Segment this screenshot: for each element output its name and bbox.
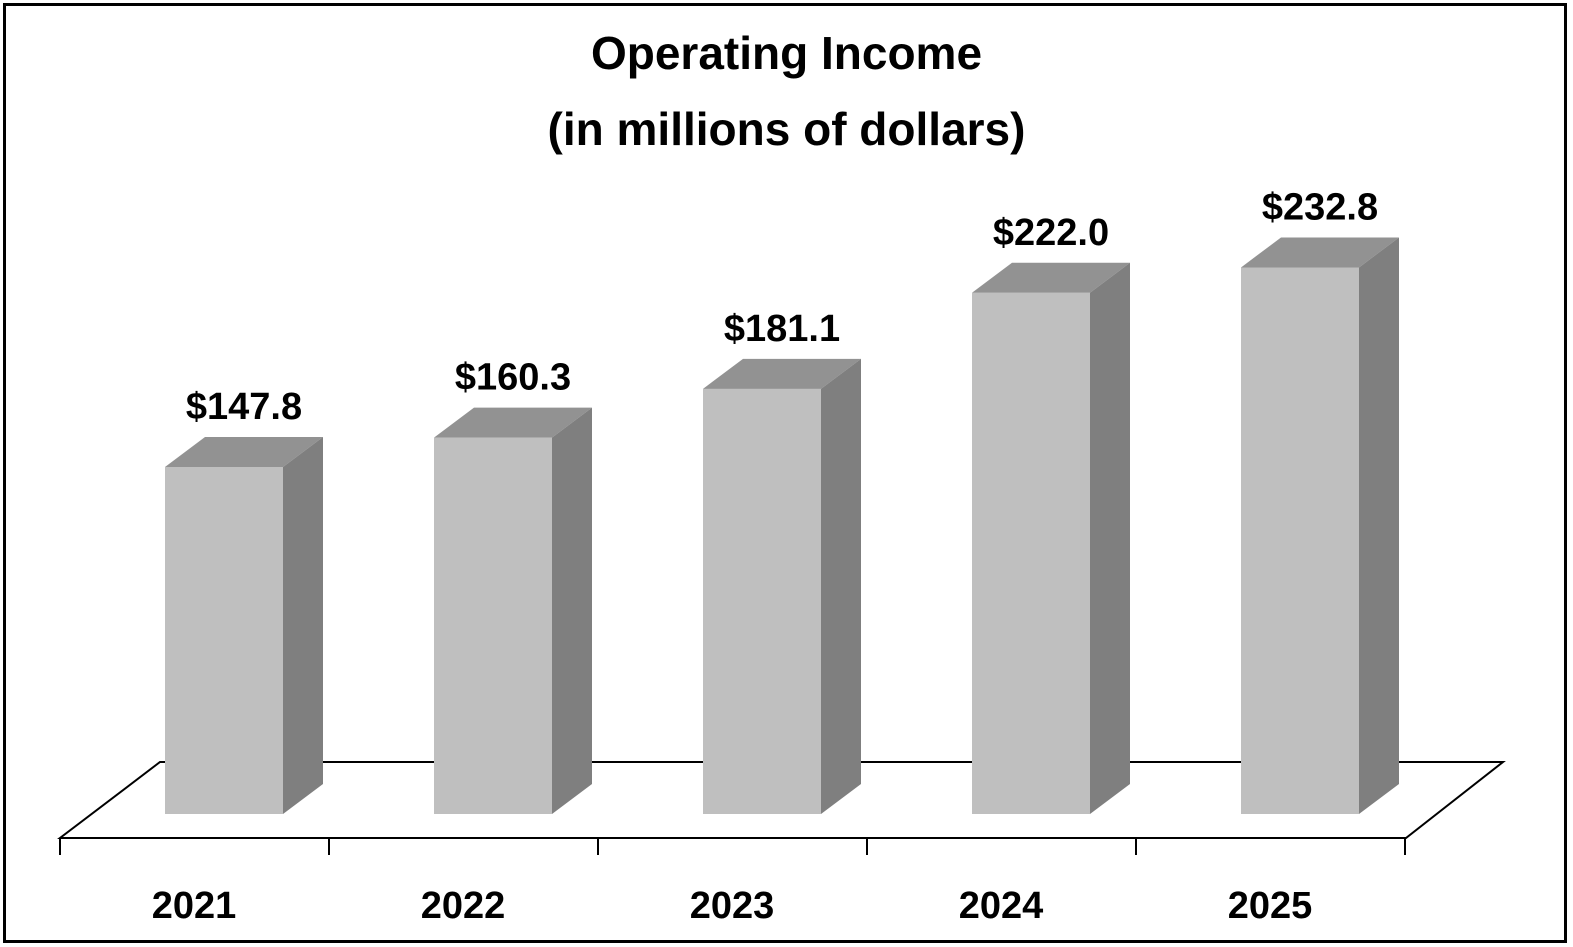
bar-2025: [1241, 237, 1399, 814]
bar-front: [703, 388, 821, 814]
bar-top: [1241, 237, 1399, 268]
x-axis-label: 2023: [690, 885, 775, 927]
data-label: $147.8: [186, 386, 302, 428]
bar-2021: [165, 437, 323, 814]
data-labels-group: $147.8 $160.3 $181.1 $222.0 $232.8: [186, 186, 1378, 428]
bar-top: [165, 437, 323, 467]
chart-title: Operating Income: [590, 27, 983, 79]
data-label: $232.8: [1262, 186, 1378, 228]
bar-side: [821, 358, 861, 814]
chart-subtitle: (in millions of dollars): [547, 103, 1026, 155]
bar-top: [703, 358, 861, 389]
bar-front: [972, 292, 1090, 815]
bar-2023: [703, 358, 861, 814]
bar-top: [434, 407, 592, 438]
data-label: $160.3: [455, 357, 571, 399]
x-axis-label: 2022: [421, 885, 506, 927]
x-axis-label: 2024: [959, 885, 1044, 927]
data-label: $222.0: [993, 212, 1109, 254]
bar-side: [552, 407, 592, 814]
bar-side: [1359, 237, 1399, 814]
chart-frame: [3, 3, 1567, 943]
bar-front: [434, 437, 552, 814]
bars-group: [165, 237, 1399, 815]
x-axis-label: 2021: [152, 885, 237, 927]
bar-side: [1090, 262, 1130, 815]
x-axis-label: 2025: [1228, 885, 1313, 927]
bar-2024: [972, 262, 1130, 815]
bar-side: [283, 437, 323, 814]
bar-front: [1241, 267, 1359, 814]
data-label: $181.1: [724, 308, 840, 350]
bar-front: [165, 467, 283, 814]
bar-2022: [434, 407, 592, 814]
x-axis-labels-group: 2021 2022 2023 2024 2025: [152, 885, 1313, 927]
bar-top: [972, 262, 1130, 293]
x-axis-ticks: [59, 838, 1406, 855]
